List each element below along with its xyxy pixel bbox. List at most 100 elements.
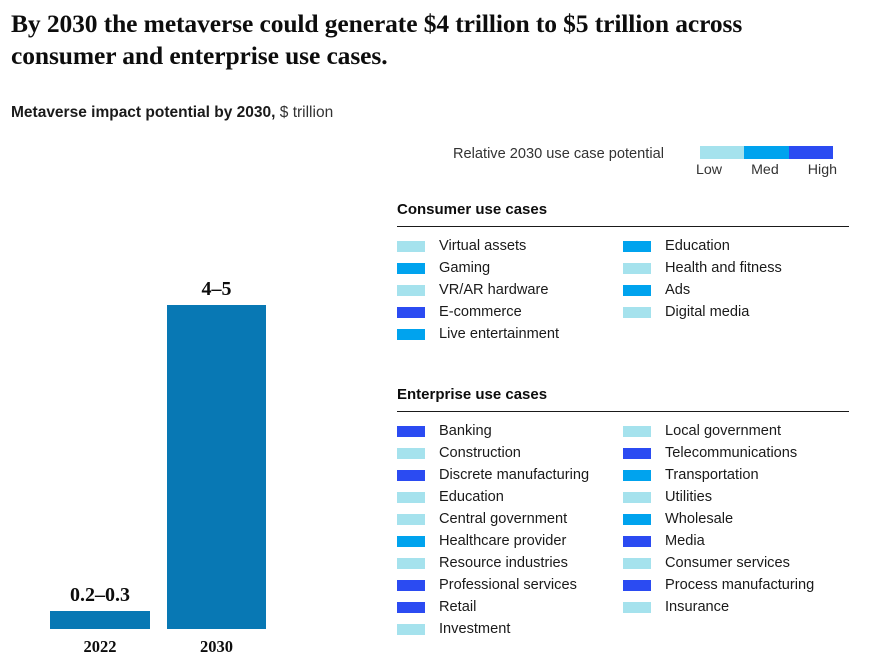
consumer-legend-column-left: Virtual assets Gaming VR/AR hardware E-comm… [397, 235, 623, 345]
legend-item[interactable]: Education [623, 235, 849, 257]
legend-swatch-icon [397, 306, 425, 318]
legend-swatch-icon [397, 262, 425, 274]
legend-item[interactable]: Digital media [623, 301, 849, 323]
legend-item-label: Education [665, 238, 730, 254]
legend-item-label: Investment [439, 621, 511, 637]
consumer-divider [397, 226, 849, 227]
legend-item[interactable]: Gaming [397, 257, 623, 279]
legend-item-label: Transportation [665, 467, 759, 483]
legend-item-label: Local government [665, 423, 782, 439]
bar-group-2030: 4–5 2030 [167, 278, 266, 657]
legend-item-label: Virtual assets [439, 238, 527, 254]
legend-item-label: Discrete manufacturing [439, 467, 590, 483]
relative-potential-gradient [700, 146, 833, 159]
enterprise-legend-column-left: Banking Construction Discrete manufacturin… [397, 420, 623, 640]
legend-swatch-icon [623, 557, 651, 569]
legend-swatch-icon [623, 240, 651, 252]
legend-swatch-icon [623, 447, 651, 459]
legend-item[interactable]: Discrete manufacturing [397, 464, 623, 486]
legend-swatch-icon [397, 601, 425, 613]
legend-item[interactable]: Healthcare provider [397, 530, 623, 552]
chart-subtitle-unit: $ trillion [275, 104, 334, 121]
legend-swatch-icon [623, 535, 651, 547]
legend-swatch-icon [397, 513, 425, 525]
legend-swatch-icon [397, 579, 425, 591]
legend-item-label: Insurance [665, 599, 730, 615]
legend-item[interactable]: Construction [397, 442, 623, 464]
bar-value-label-2030: 4–5 [201, 278, 232, 300]
scale-segment-high [788, 146, 833, 159]
page-headline: By 2030 the metaverse could generate $4 … [11, 9, 743, 70]
legend-item[interactable]: Investment [397, 618, 623, 640]
legend-item[interactable]: Health and fitness [623, 257, 849, 279]
legend-swatch-icon [623, 469, 651, 481]
legend-item[interactable]: Process manufacturing [623, 574, 849, 596]
legend-item[interactable]: E-commerce [397, 301, 623, 323]
legend-item-label: Gaming [439, 260, 491, 276]
scale-segment-low [700, 146, 745, 159]
legend-swatch-icon [397, 284, 425, 296]
legend-item[interactable]: Media [623, 530, 849, 552]
legend-item-label: Media [665, 533, 705, 549]
legend-item[interactable]: VR/AR hardware [397, 279, 623, 301]
legend-item[interactable]: Retail [397, 596, 623, 618]
legend-item[interactable]: Central government [397, 508, 623, 530]
legend-item-label: Banking [439, 423, 492, 439]
bar-2022 [50, 611, 150, 629]
legend-item-label: Consumer services [665, 555, 790, 571]
legend-item[interactable]: Professional services [397, 574, 623, 596]
enterprise-divider [397, 411, 849, 412]
legend-swatch-icon [623, 306, 651, 318]
legend-item[interactable]: Telecommunications [623, 442, 849, 464]
legend-item-label: Telecommunications [665, 445, 798, 461]
legend-swatch-icon [623, 579, 651, 591]
scale-tick-high: High [807, 162, 837, 178]
consumer-legend-column-right: Education Health and fitness Ads Digital me… [623, 235, 849, 345]
legend-swatch-icon [397, 447, 425, 459]
bar-value-label-2022: 0.2–0.3 [70, 584, 130, 606]
legend-item-label: Process manufacturing [665, 577, 815, 593]
legend-item[interactable]: Banking [397, 420, 623, 442]
legend-swatch-icon [623, 425, 651, 437]
legend-item[interactable]: Transportation [623, 464, 849, 486]
legend-item[interactable]: Education [397, 486, 623, 508]
relative-potential-label: Relative 2030 use case potential [453, 146, 664, 162]
legend-swatch-icon [397, 535, 425, 547]
legend-item[interactable]: Wholesale [623, 508, 849, 530]
legend-item[interactable]: Ads [623, 279, 849, 301]
legend-item-label: Central government [439, 511, 568, 527]
enterprise-use-cases-section: Enterprise use cases Banking Construction… [397, 385, 849, 640]
bar-category-label-2022: 2022 [83, 637, 117, 656]
bar-2030 [167, 305, 266, 629]
legend-item-label: Utilities [665, 489, 713, 505]
legend-swatch-icon [397, 240, 425, 252]
legend-swatch-icon [397, 491, 425, 503]
relative-potential-ticks: Low Med High [696, 161, 837, 179]
enterprise-legend-column-right: Local government Telecommunications Transp… [623, 420, 849, 640]
consumer-use-cases-title: Consumer use cases [397, 201, 548, 218]
legend-swatch-icon [623, 491, 651, 503]
legend-item[interactable]: Live entertainment [397, 323, 623, 345]
chart-subtitle: Metaverse impact potential by 2030, $ tr… [11, 104, 333, 122]
legend-item-label: Resource industries [439, 555, 568, 571]
impact-bar-chart: 0.2–0.3 2022 4–5 2030 [0, 200, 380, 657]
scale-tick-med: Med [751, 162, 779, 178]
legend-item-label: Education [439, 489, 504, 505]
legend-swatch-icon [623, 284, 651, 296]
legend-item[interactable]: Local government [623, 420, 849, 442]
legend-item[interactable]: Resource industries [397, 552, 623, 574]
legend-item[interactable]: Virtual assets [397, 235, 623, 257]
consumer-use-cases-section: Consumer use cases Virtual assets Gaming V… [397, 200, 849, 345]
legend-item-label: Live entertainment [439, 326, 560, 342]
legend-item-label: Construction [439, 445, 521, 461]
legend-item-label: Healthcare provider [439, 533, 567, 549]
legend-swatch-icon [623, 513, 651, 525]
legend-item[interactable]: Insurance [623, 596, 849, 618]
legend-swatch-icon [623, 601, 651, 613]
legend-swatch-icon [397, 623, 425, 635]
legend-item[interactable]: Consumer services [623, 552, 849, 574]
scale-segment-med [744, 146, 789, 159]
legend-item-label: VR/AR hardware [439, 282, 549, 298]
legend-item-label: Ads [665, 282, 691, 298]
legend-item[interactable]: Utilities [623, 486, 849, 508]
